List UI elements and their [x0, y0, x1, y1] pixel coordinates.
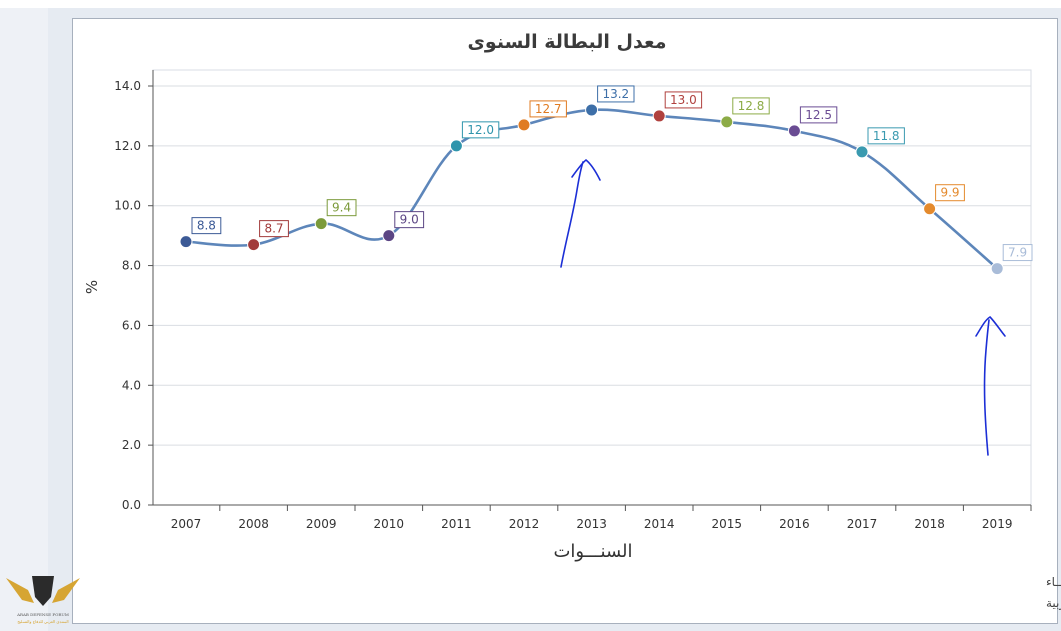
x-axis-label: السنـــوات [553, 541, 632, 562]
data-label-text: 11.8 [873, 129, 900, 143]
data-label: 13.2 [597, 85, 635, 103]
x-tick-label: 2015 [712, 517, 743, 531]
chart-title: معدل البطالة السنوى [468, 31, 667, 53]
data-label: 12.0 [461, 121, 500, 139]
x-tick-label: 2013 [576, 517, 607, 531]
data-label-box [867, 127, 905, 145]
data-label: 13.0 [664, 91, 703, 109]
gridlines [153, 85, 1031, 506]
data-label: 11.8 [867, 127, 905, 145]
data-label: 12.8 [732, 97, 770, 115]
x-tick-label: 2010 [374, 517, 405, 531]
data-point [585, 103, 599, 117]
data-label: 8.8 [191, 217, 222, 235]
y-tick-label: 4.0 [122, 378, 141, 392]
data-label-box [461, 121, 500, 139]
data-label-box [326, 199, 357, 217]
x-tick-labels: 2007 2008 2009 2010 2011 2012 2013 2014 2015 2016… [171, 517, 1013, 531]
axes [148, 69, 1032, 511]
data-label-box [935, 184, 965, 202]
chart-panel [72, 18, 1058, 624]
logo-left-wing [6, 578, 34, 603]
data-label-box [732, 97, 770, 115]
data-point [720, 115, 734, 129]
data-label-box [799, 106, 838, 124]
data-label-text: 12.5 [805, 108, 832, 122]
logo-caption-2: المنتدى العربي للدفاع والتسليح [17, 619, 68, 624]
x-tick-label: 2014 [644, 517, 675, 531]
data-label-text: 9.4 [332, 201, 351, 215]
data-point [517, 118, 531, 132]
footer-line-1: حقوق الملكية للجهـــاز المركزي للتعبئة ا… [1046, 574, 1061, 590]
data-label-text: 13.2 [602, 87, 629, 101]
data-label-box [191, 217, 222, 235]
data-label: 8.7 [259, 220, 289, 238]
data-point [990, 262, 1004, 276]
x-tick-label: 2012 [509, 517, 540, 531]
x-tick-label: 2009 [306, 517, 337, 531]
y-tick-label: 12.0 [114, 139, 141, 153]
data-label-box [529, 100, 567, 118]
logo-right-wing [52, 578, 80, 603]
data-point [314, 217, 328, 231]
data-label-text: 13.0 [670, 93, 697, 107]
data-label: 7.9 [1002, 244, 1033, 262]
hand-drawn-arrow-2013 [560, 158, 601, 268]
data-label-box [1002, 244, 1033, 262]
data-label-text: 12.7 [535, 102, 562, 116]
x-tick-label: 2007 [171, 517, 202, 531]
data-point [855, 145, 869, 159]
data-label-text: 9.0 [400, 213, 419, 227]
data-label-text: 8.8 [197, 219, 216, 233]
data-label-text: 8.7 [264, 222, 283, 236]
y-axis-label: % [83, 280, 101, 294]
x-tick-label: 2008 [238, 517, 269, 531]
data-point [382, 229, 396, 243]
x-tick-label: 2016 [779, 517, 810, 531]
data-label-text: 12.8 [738, 99, 765, 113]
left-strip [0, 0, 48, 631]
data-label: 9.9 [935, 184, 965, 202]
y-tick-label: 0.0 [122, 498, 141, 512]
logo-caption-1: ARAB DEFENSE FORUM [16, 612, 69, 617]
data-label-text: 9.9 [940, 186, 959, 200]
footer-line-2: المصدر الأساسـي للأحصاءات الرسـمية لجمهو… [1046, 595, 1061, 611]
y-tick-label: 2.0 [122, 438, 141, 452]
data-point [449, 139, 463, 153]
y-tick-label: 14.0 [114, 79, 141, 93]
data-labels: 8.8 8.7 9.4 9.0 12.0 12.7 13.2 13.0 12.8 12.5 11.8… [191, 85, 1033, 262]
data-label: 9.4 [326, 199, 357, 217]
y-tick-label: 10.0 [114, 199, 141, 213]
data-label-box [259, 220, 289, 238]
data-points [179, 103, 1004, 276]
x-tick-label: 2019 [982, 517, 1013, 531]
hand-drawn-arrow-2019 [975, 315, 1006, 456]
x-tick-label: 2011 [441, 517, 472, 531]
data-point [179, 235, 193, 249]
data-point [923, 202, 937, 216]
shield-icon [32, 576, 54, 606]
top-cropped-band [0, 0, 1061, 8]
data-label-box [664, 91, 703, 109]
data-label-text: 7.9 [1008, 246, 1027, 260]
data-label-text: 12.0 [467, 123, 494, 137]
y-tick-label: 8.0 [122, 259, 141, 273]
data-label-box [394, 211, 425, 229]
y-tick-labels: 0.0 2.0 4.0 6.0 8.0 10.0 12.0 14.0 [114, 79, 141, 512]
x-tick-label: 2018 [914, 517, 945, 531]
arab-defense-forum-logo: ARAB DEFENSE FORUM المنتدى العربي للدفاع… [6, 576, 80, 624]
data-point [652, 109, 666, 123]
data-label: 9.0 [394, 211, 425, 229]
y-tick-label: 6.0 [122, 318, 141, 332]
data-label-box [597, 85, 635, 103]
x-tick-label: 2017 [847, 517, 878, 531]
data-point [247, 238, 261, 252]
data-label: 12.7 [529, 100, 567, 118]
data-label: 12.5 [799, 106, 838, 124]
data-point [787, 124, 801, 138]
